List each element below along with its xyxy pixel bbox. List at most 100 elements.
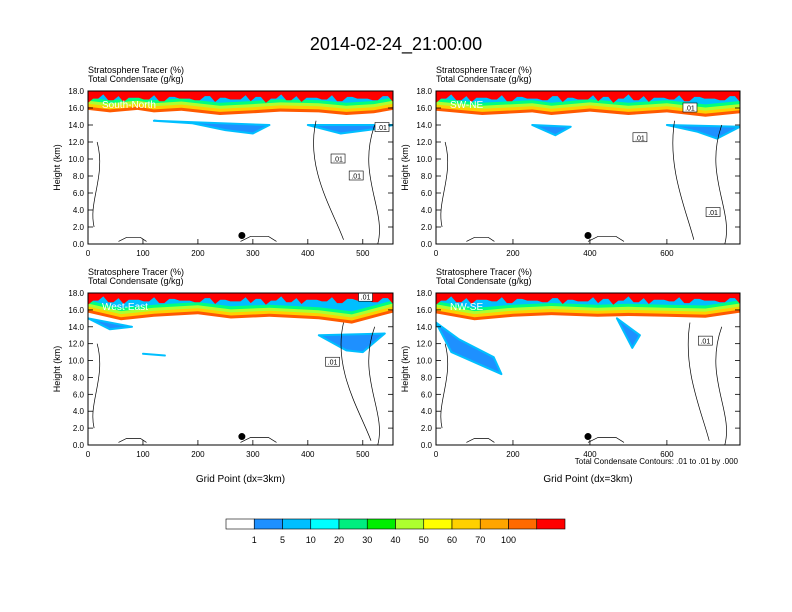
plot-area: .01 .01 .01 <box>436 91 740 244</box>
contour-label: .01 <box>700 339 710 346</box>
colorbar-label: 10 <box>306 535 316 545</box>
contour-line <box>440 343 449 429</box>
panel-west-east: Stratosphere Tracer (%)Total Condensate … <box>52 267 394 485</box>
plot-area: .01 .01 .01 <box>88 91 393 244</box>
location-marker <box>238 433 246 441</box>
colorbar-box <box>536 518 566 530</box>
panel-header-condensate: Total Condensate (g/kg) <box>436 74 532 84</box>
panel-header-condensate: Total Condensate (g/kg) <box>88 276 184 286</box>
y-tick-label: 6.0 <box>421 390 433 399</box>
colorbar-box <box>282 518 312 530</box>
colorbar-box <box>253 518 283 530</box>
panels: Stratosphere Tracer (%)Total Condensate … <box>52 65 741 485</box>
y-tick-label: 16.0 <box>68 104 84 113</box>
y-tick-label: 18.0 <box>68 87 84 96</box>
panel-frame <box>87 90 394 245</box>
contour-line <box>587 437 625 443</box>
contour-line <box>92 141 101 228</box>
panel-header-condensate: Total Condensate (g/kg) <box>436 276 532 286</box>
y-tick-label: 0.0 <box>73 240 85 249</box>
panel-header-tracer: Stratosphere Tracer (%) <box>88 267 184 277</box>
contour-label-box <box>330 153 346 164</box>
contour-line <box>715 124 727 244</box>
panel-name: SW-NE <box>450 100 483 111</box>
x-axis-label: Grid Point (dx=3km) <box>543 474 632 485</box>
panel-header-tracer: Stratosphere Tracer (%) <box>436 65 532 75</box>
contour-line <box>368 326 380 445</box>
contour-label: .01 <box>361 295 371 302</box>
y-tick-label: 8.0 <box>73 172 85 181</box>
tracer-band-max <box>436 91 740 103</box>
panel-frame <box>435 292 741 446</box>
contour-label-box <box>325 356 340 367</box>
y-tick-label: 10.0 <box>68 155 84 164</box>
colorbar-box <box>366 518 396 530</box>
contour-line <box>587 236 625 242</box>
contour-label: .01 <box>708 210 718 217</box>
panel-frame <box>87 292 394 446</box>
y-tick-label: 4.0 <box>421 407 433 416</box>
y-axis-label: Height (km) <box>52 346 62 393</box>
contour-line <box>466 237 495 242</box>
location-marker <box>584 232 592 239</box>
panel-south-north: Stratosphere Tracer (%)Total Condensate … <box>52 65 394 258</box>
contour-label: .01 <box>635 135 645 142</box>
y-tick-label: 6.0 <box>73 189 85 198</box>
contour-label-box <box>698 335 713 346</box>
y-tick-label: 0.0 <box>421 441 433 450</box>
colorbar-label: 100 <box>501 535 516 545</box>
y-tick-label: 14.0 <box>68 323 84 332</box>
y-tick-label: 16.0 <box>68 306 84 315</box>
y-tick-label: 10.0 <box>416 357 432 366</box>
x-tick-label: 200 <box>191 450 205 459</box>
y-tick-label: 18.0 <box>416 289 432 298</box>
x-tick-label: 200 <box>506 450 520 459</box>
condensate-contours <box>92 120 380 244</box>
plot-background <box>88 91 393 244</box>
y-axis-label: Height (km) <box>400 346 410 393</box>
x-axis-label: Grid Point (dx=3km) <box>196 474 285 485</box>
contour-line <box>440 141 449 228</box>
location-marker <box>584 433 592 441</box>
colorbar-box <box>451 518 481 530</box>
x-tick-label: 300 <box>246 450 260 459</box>
y-tick-label: 8.0 <box>421 373 433 382</box>
x-tick-label: 100 <box>136 450 150 459</box>
panel-frame <box>435 90 741 245</box>
colorbar-label: 70 <box>475 535 485 545</box>
x-tick-label: 400 <box>301 450 315 459</box>
y-tick-label: 12.0 <box>416 340 432 349</box>
contour-label-box <box>705 207 721 217</box>
tracer-blob <box>142 352 166 357</box>
x-tick-label: 400 <box>583 450 597 459</box>
tracer-band-max <box>88 293 393 305</box>
location-marker <box>238 232 246 239</box>
contour-label-box <box>374 122 390 132</box>
contour-line <box>92 343 101 429</box>
contour-line <box>313 120 344 240</box>
contour-line <box>240 437 277 443</box>
y-tick-label: 14.0 <box>416 121 432 130</box>
plot-area: .01 <box>436 293 740 445</box>
tracer-blob <box>88 317 133 331</box>
x-tick-label: 300 <box>246 249 260 258</box>
tracer-blob <box>152 119 271 135</box>
contour-label: .01 <box>328 360 338 367</box>
colorbar-box <box>225 518 255 530</box>
contour-line <box>118 438 147 443</box>
contour-note: Total Condensate Contours: .01 to .01 by… <box>575 457 739 466</box>
y-tick-label: 16.0 <box>416 306 432 315</box>
colorbar-box <box>508 518 538 530</box>
y-tick-label: 8.0 <box>421 172 433 181</box>
x-tick-label: 500 <box>356 249 370 258</box>
x-tick-label: 0 <box>86 249 91 258</box>
x-tick-label: 400 <box>301 249 315 258</box>
contour-label: .01 <box>377 125 387 132</box>
y-tick-label: 4.0 <box>73 407 85 416</box>
contour-line <box>240 236 277 242</box>
panel-sw-ne: Stratosphere Tracer (%)Total Condensate … <box>400 65 741 258</box>
y-tick-label: 4.0 <box>73 206 85 215</box>
y-tick-label: 0.0 <box>421 240 433 249</box>
x-tick-label: 0 <box>434 249 439 258</box>
y-tick-label: 2.0 <box>421 223 433 232</box>
